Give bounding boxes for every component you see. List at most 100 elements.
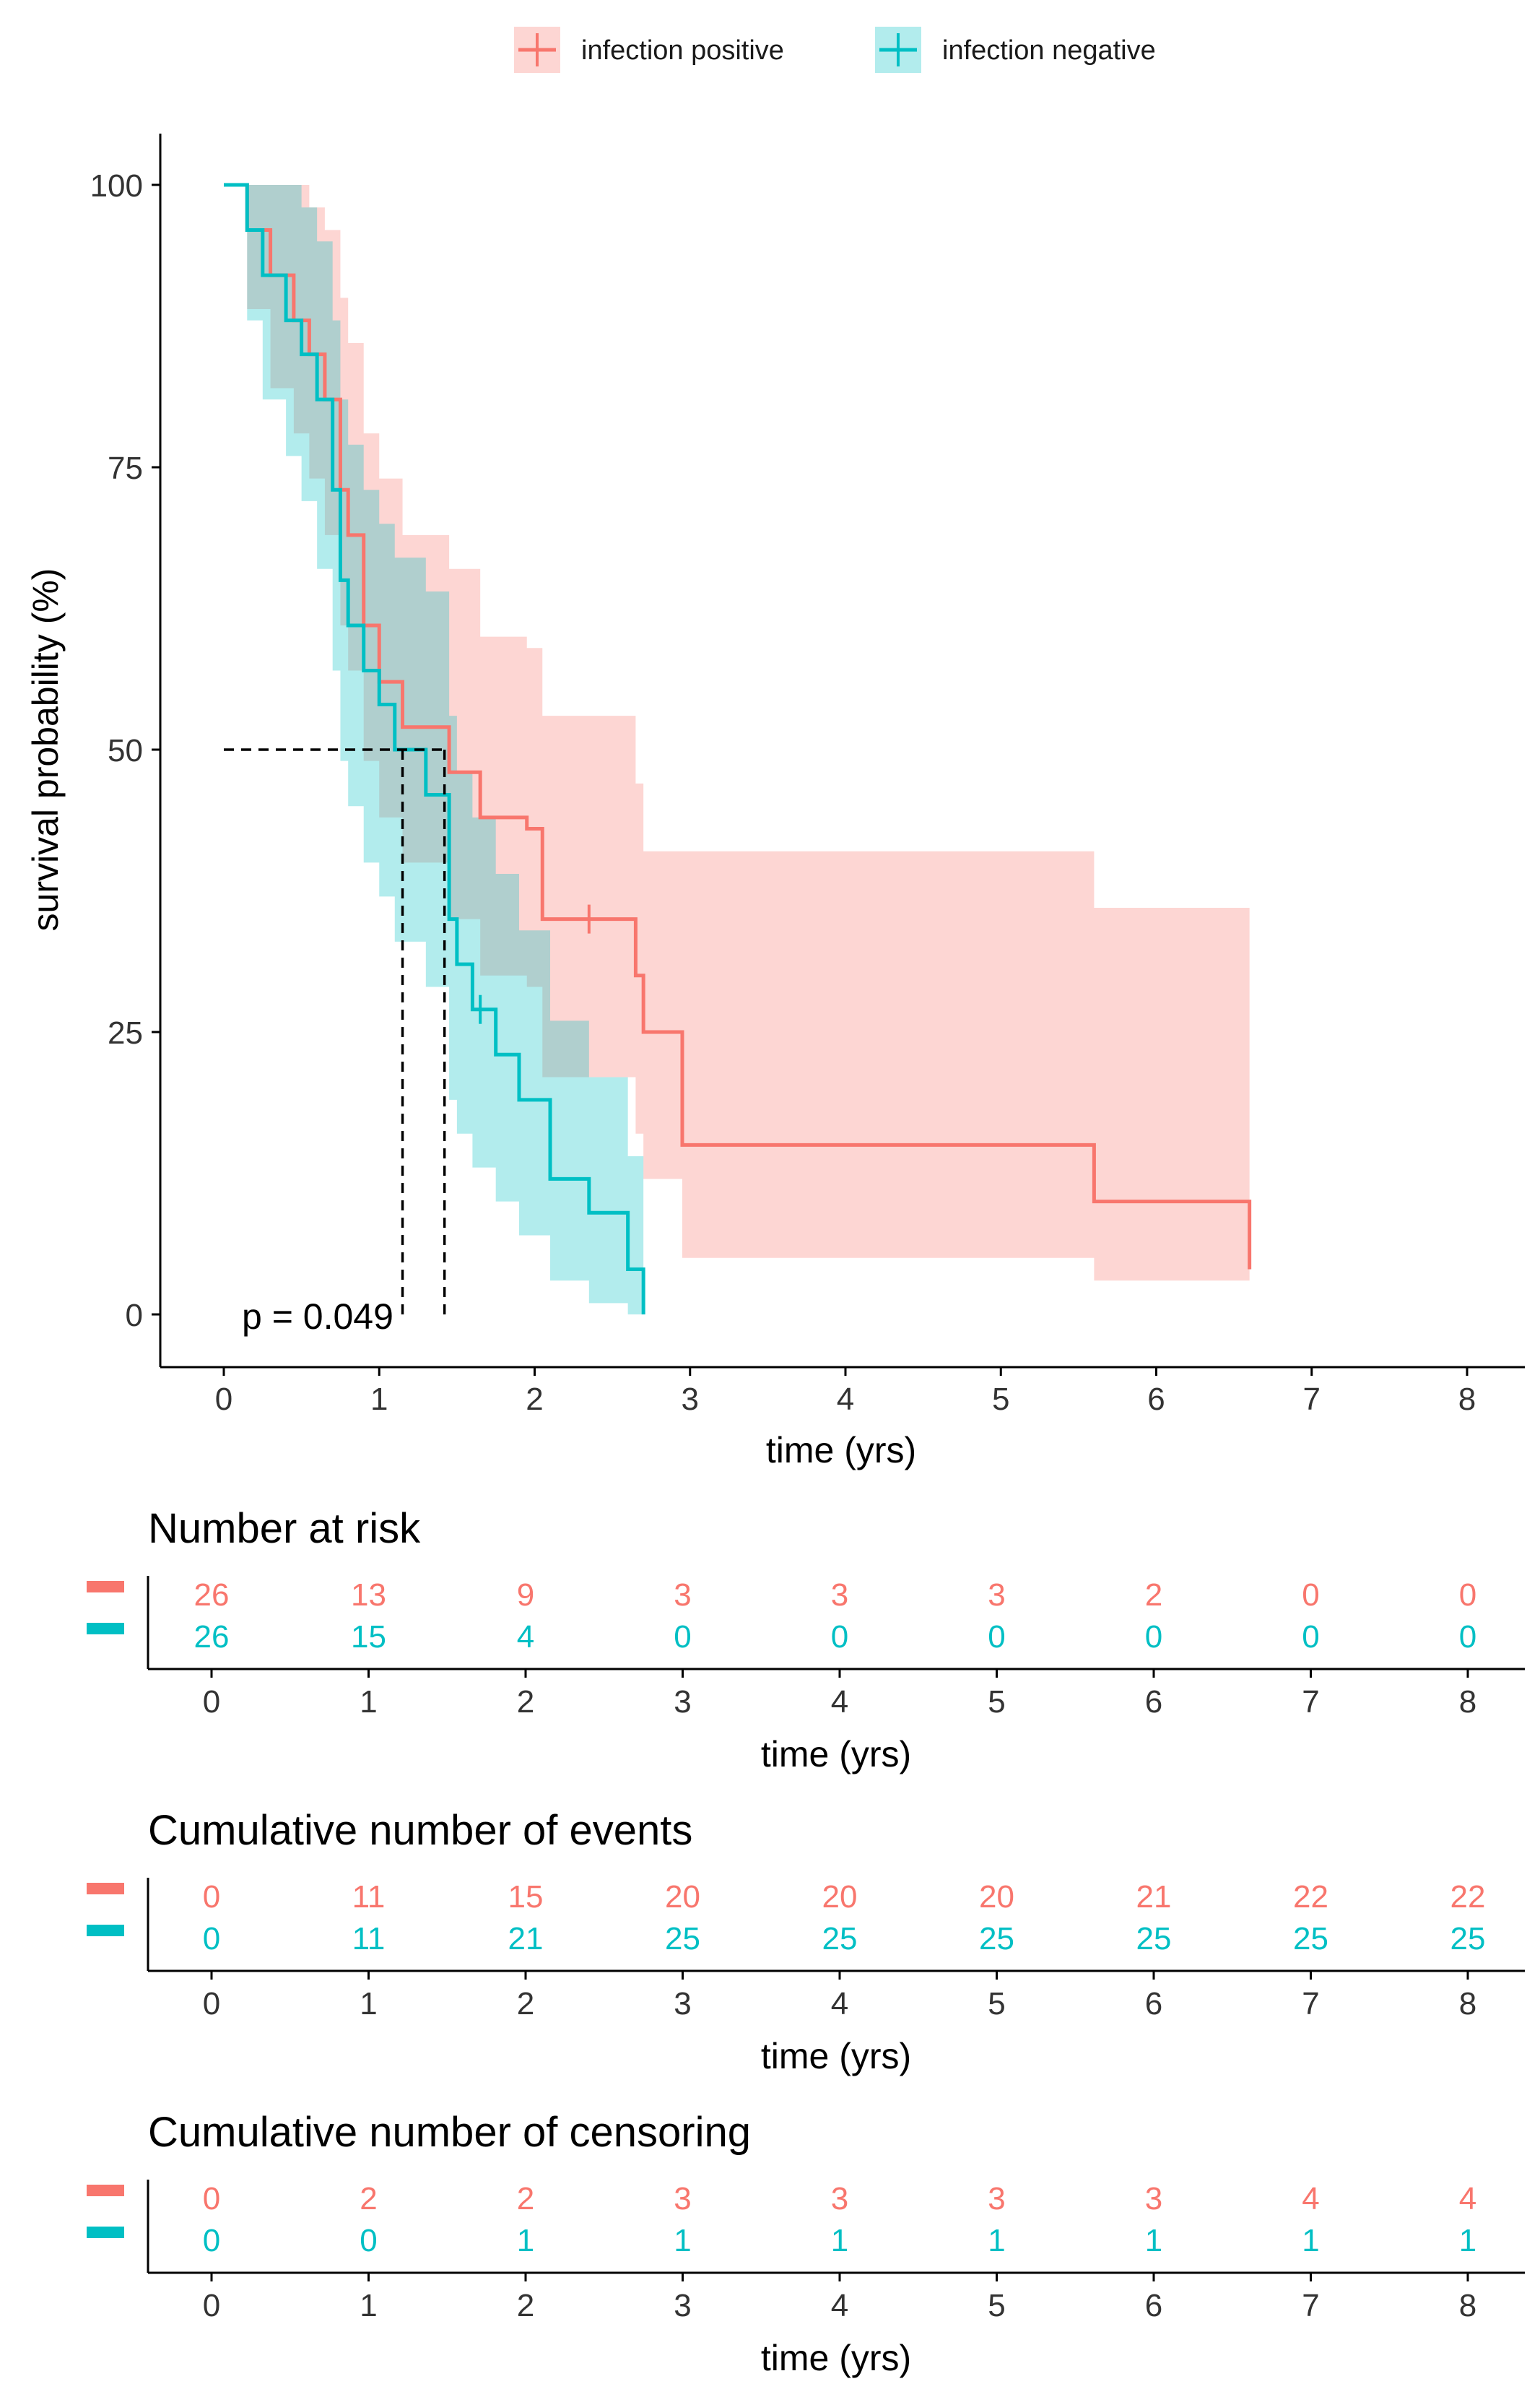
table-cell-positive: 20 — [979, 1879, 1014, 1915]
table-x-tick-label: 3 — [674, 2288, 691, 2323]
x-tick-label: 0 — [215, 1382, 232, 1417]
table-cell-positive: 4 — [1459, 2181, 1476, 2216]
table-x-tick-label: 0 — [203, 1986, 220, 2021]
y-tick-label: 0 — [126, 1298, 143, 1333]
table-cell-negative: 0 — [203, 2223, 220, 2258]
table-cell-positive: 3 — [988, 1577, 1005, 1613]
table-cell-positive: 22 — [1293, 1879, 1328, 1915]
table-x-tick-label: 0 — [203, 2288, 220, 2323]
table-cell-negative: 25 — [665, 1921, 700, 1956]
table-cell-negative: 21 — [508, 1921, 544, 1956]
table-cell-positive: 3 — [674, 2181, 691, 2216]
table-x-tick-label: 5 — [988, 1684, 1005, 1720]
risk-table-1: Number at risk 26 13 9 3 3 3 2 0 0 26 15 4 0 0 0 0 0 0 0 1 2 3… — [87, 1505, 1525, 1774]
table-cell-positive: 0 — [203, 2181, 220, 2216]
y-ticks: 0 25 50 75 100 — [90, 168, 160, 1333]
survival-curves — [224, 183, 1252, 1314]
table-cell-positive: 13 — [351, 1577, 386, 1613]
table-cell-positive: 22 — [1450, 1879, 1486, 1915]
table-x-tick-label: 5 — [988, 1986, 1005, 2021]
table-key-positive — [87, 1883, 124, 1894]
survival-curve-negative — [224, 183, 645, 1314]
y-axis-title: survival probability (%) — [25, 568, 66, 932]
table-cell-negative: 1 — [1459, 2223, 1476, 2258]
table-cell-negative: 0 — [360, 2223, 377, 2258]
y-tick-label: 75 — [108, 451, 143, 486]
table-cell-negative: 1 — [674, 2223, 691, 2258]
table-x-tick-label: 1 — [360, 1684, 377, 1720]
table-cell-positive: 2 — [1145, 1577, 1162, 1613]
table-cell-negative: 1 — [1145, 2223, 1162, 2258]
table-cell-positive: 15 — [508, 1879, 544, 1915]
table-cell-negative: 11 — [352, 1921, 386, 1956]
risk-table-3: Cumulative number of censoring 0 2 2 3 3 3 3 4 4 0… — [87, 2109, 1525, 2378]
median-survival-lines — [224, 748, 446, 1314]
table-cell-negative: 25 — [1293, 1921, 1328, 1956]
risk-table-title: Cumulative number of censoring — [148, 2109, 751, 2156]
table-x-tick-label: 2 — [517, 2288, 534, 2323]
table-cell-positive: 3 — [674, 1577, 691, 1613]
x-tick-label: 6 — [1147, 1382, 1165, 1417]
table-key-negative — [87, 1925, 124, 1936]
table-x-tick-label: 6 — [1145, 1986, 1162, 2021]
legend-positive-label: infection positive — [581, 35, 784, 66]
table-x-tick-label: 3 — [674, 1986, 691, 2021]
y-tick-label: 50 — [108, 733, 143, 768]
table-x-tick-label: 3 — [674, 1684, 691, 1720]
table-cell-positive: 3 — [1145, 2181, 1162, 2216]
table-cell-positive: 3 — [831, 1577, 848, 1613]
table-cell-positive: 20 — [822, 1879, 858, 1915]
table-cell-positive: 20 — [665, 1879, 700, 1915]
confidence-band-positive — [224, 185, 1250, 1292]
table-cell-positive: 11 — [352, 1879, 386, 1915]
x-tick-label: 7 — [1303, 1382, 1321, 1417]
table-cell-negative: 1 — [517, 2223, 534, 2258]
table-x-tick-label: 1 — [360, 1986, 377, 2021]
x-tick-label: 5 — [992, 1382, 1009, 1417]
y-tick-label: 100 — [90, 168, 143, 204]
table-x-axis-title: time (yrs) — [761, 2036, 911, 2076]
table-cell-positive: 26 — [194, 1577, 230, 1613]
x-tick-label: 4 — [837, 1382, 854, 1417]
table-cell-negative: 25 — [979, 1921, 1014, 1956]
table-x-tick-label: 6 — [1145, 1684, 1162, 1720]
table-cell-negative: 0 — [203, 1921, 220, 1956]
table-cell-negative: 0 — [674, 1619, 691, 1655]
risk-table-title: Cumulative number of events — [148, 1807, 692, 1854]
table-cell-positive: 9 — [517, 1577, 534, 1613]
table-x-tick-label: 7 — [1302, 2288, 1319, 2323]
censor-marks — [479, 904, 591, 1024]
table-cell-negative: 1 — [1302, 2223, 1319, 2258]
table-cell-negative: 4 — [517, 1619, 534, 1655]
risk-table-title: Number at risk — [148, 1505, 421, 1552]
table-cell-positive: 0 — [1302, 1577, 1319, 1613]
table-cell-negative: 25 — [1136, 1921, 1172, 1956]
table-x-tick-label: 6 — [1145, 2288, 1162, 2323]
table-cell-negative: 0 — [1145, 1619, 1162, 1655]
table-x-tick-label: 7 — [1302, 1684, 1319, 1720]
x-axis-title: time (yrs) — [766, 1430, 916, 1470]
legend-negative-label: infection negative — [942, 35, 1156, 66]
table-cell-positive: 21 — [1136, 1879, 1172, 1915]
table-x-tick-label: 8 — [1459, 2288, 1476, 2323]
table-cell-positive: 4 — [1302, 2181, 1319, 2216]
table-x-tick-label: 7 — [1302, 1986, 1319, 2021]
table-x-tick-label: 4 — [831, 1684, 848, 1720]
table-x-axis-title: time (yrs) — [761, 2338, 911, 2378]
table-cell-positive: 3 — [831, 2181, 848, 2216]
table-x-tick-label: 1 — [360, 2288, 377, 2323]
table-cell-positive: 2 — [360, 2181, 377, 2216]
table-cell-negative: 0 — [1459, 1619, 1476, 1655]
table-key-negative — [87, 2227, 124, 2238]
x-tick-label: 8 — [1458, 1382, 1476, 1417]
table-key-positive — [87, 1581, 124, 1592]
survival-plot: 0 25 50 75 100 0 1 2 3 4 5 6 7 8 time (yrs) survival… — [25, 134, 1525, 1470]
table-cell-negative: 25 — [822, 1921, 858, 1956]
table-x-tick-label: 0 — [203, 1684, 220, 1720]
x-ticks: 0 1 2 3 4 5 6 7 8 — [215, 1367, 1476, 1417]
table-x-tick-label: 2 — [517, 1684, 534, 1720]
table-cell-positive: 3 — [988, 2181, 1005, 2216]
table-cell-negative: 0 — [988, 1619, 1005, 1655]
